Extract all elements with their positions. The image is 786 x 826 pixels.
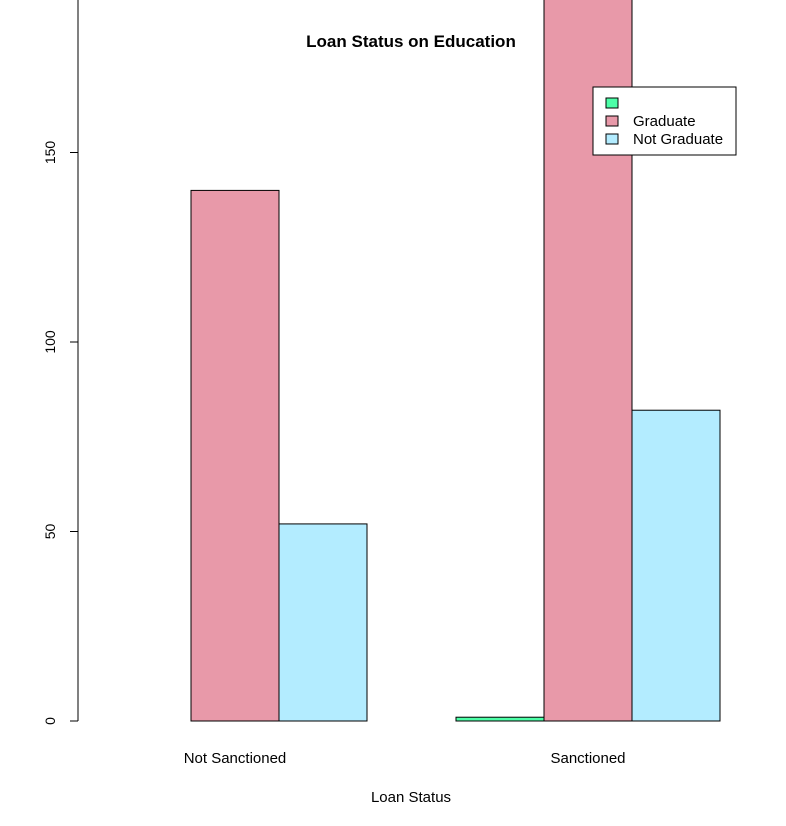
legend-swatch: [605, 115, 619, 127]
y-tick-label: 50: [42, 524, 58, 540]
chart-title: Loan Status on Education: [306, 32, 516, 51]
y-tick-label: 150: [42, 141, 58, 165]
x-axis-label: Loan Status: [371, 789, 451, 806]
y-tick-label: 100: [42, 330, 58, 354]
bar: [278, 523, 368, 722]
bar: [190, 189, 280, 722]
x-axis-labels: Not Sanctioned Sanctioned: [184, 750, 626, 767]
y-axis: 050100150200250300: [42, 0, 79, 725]
bar: [631, 409, 721, 722]
bars: [190, 0, 721, 722]
x-tick-label: Sanctioned: [550, 750, 625, 767]
bar: [455, 716, 545, 722]
y-tick-label: 0: [42, 717, 58, 725]
legend-label: Graduate: [633, 113, 696, 130]
legend-swatch: [605, 97, 619, 109]
x-tick-label: Not Sanctioned: [184, 750, 287, 767]
legend-label: Not Graduate: [633, 131, 723, 148]
legend-swatch: [605, 133, 619, 145]
